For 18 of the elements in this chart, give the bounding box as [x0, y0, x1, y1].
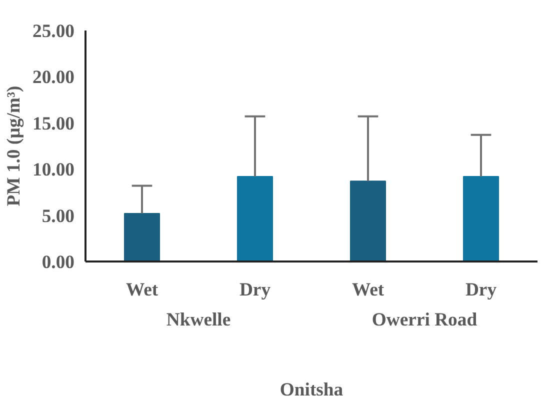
y-tick-label: 25.00 — [32, 21, 75, 42]
text: Owerri Road — [372, 310, 478, 330]
x-tick-label: Wet — [126, 280, 159, 300]
y-tick-label: 15.00 — [32, 113, 75, 134]
y-tick-label: 20.00 — [32, 67, 75, 88]
y-tick-label: 0.00 — [42, 252, 75, 273]
text: Nkwelle — [166, 310, 231, 330]
y-tick-label: 5.00 — [42, 206, 75, 227]
y-axis-title: PM 1.0 (µg/m³) — [4, 86, 25, 206]
y-tick-label: 10.00 — [32, 160, 75, 181]
bar — [124, 212, 160, 262]
bar — [462, 176, 500, 262]
x-tick-label: Wet — [352, 280, 385, 300]
x-tick-label: Dry — [465, 280, 498, 300]
bar — [350, 180, 386, 262]
bar — [236, 176, 274, 262]
text: Onitsha — [280, 380, 344, 400]
x-tick-label: Dry — [239, 280, 272, 300]
